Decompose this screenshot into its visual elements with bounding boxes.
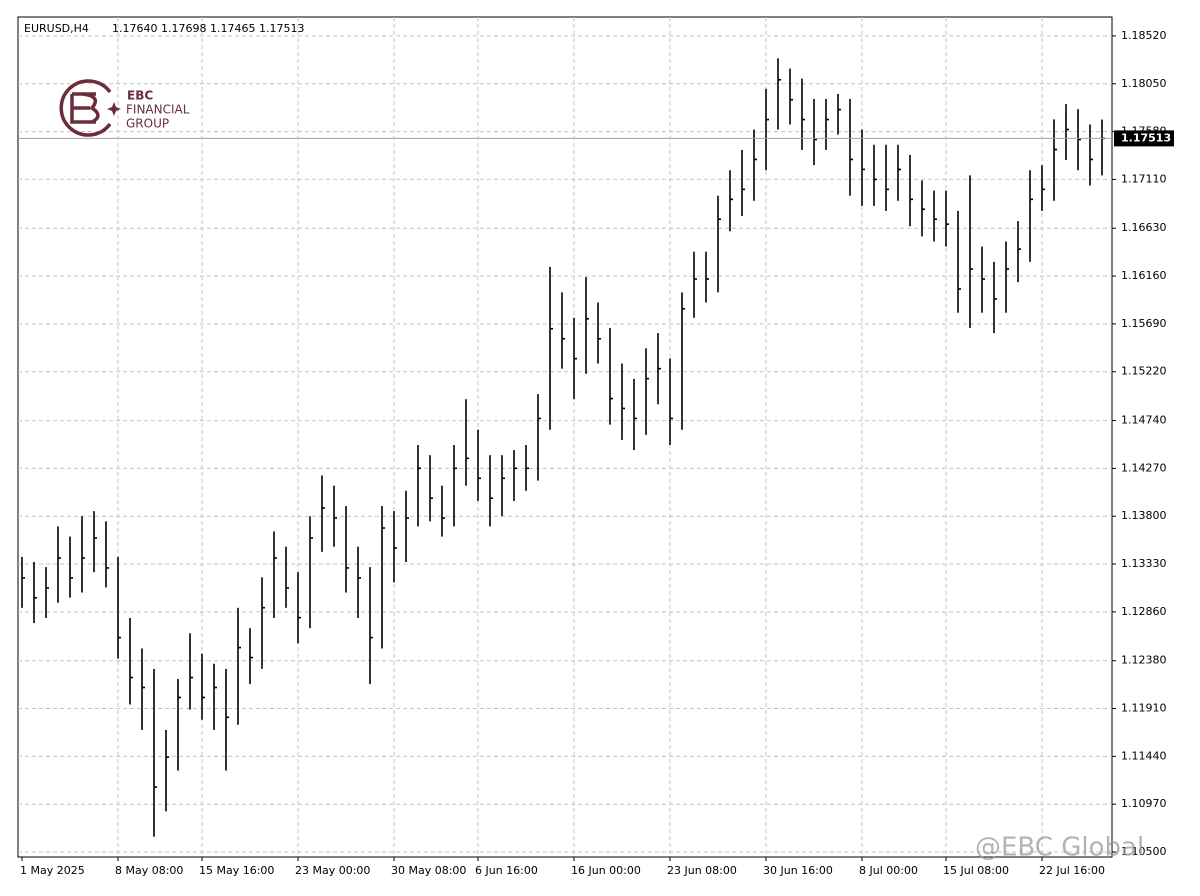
last-price-box bbox=[1114, 130, 1174, 147]
watermark: @EBC Global bbox=[975, 833, 1144, 863]
y-tick-label: 1.12380 bbox=[1121, 654, 1167, 667]
y-tick-label: 1.16160 bbox=[1121, 269, 1167, 282]
y-tick-label: 1.15220 bbox=[1121, 365, 1167, 378]
logo-line: GROUP bbox=[126, 117, 169, 131]
x-tick-label: 8 Jul 00:00 bbox=[859, 864, 918, 877]
y-tick-label: 1.11440 bbox=[1121, 749, 1167, 762]
y-tick-label: 1.10500 bbox=[1121, 845, 1167, 858]
x-tick-label: 23 May 00:00 bbox=[295, 864, 370, 877]
x-tick-label: 1 May 2025 bbox=[20, 864, 85, 877]
x-tick-label: 15 Jul 08:00 bbox=[943, 864, 1009, 877]
logo-line: FINANCIAL bbox=[126, 103, 190, 117]
y-tick-label: 1.16630 bbox=[1121, 221, 1167, 234]
x-tick-label: 8 May 08:00 bbox=[115, 864, 183, 877]
y-tick-label: 1.14270 bbox=[1121, 461, 1167, 474]
y-tick-label: 1.13330 bbox=[1121, 557, 1167, 570]
y-tick-label: 1.15690 bbox=[1121, 317, 1167, 330]
x-tick-label: 23 Jun 08:00 bbox=[667, 864, 737, 877]
y-tick-label: 1.14740 bbox=[1121, 414, 1167, 427]
last-price-label: 1.17513 bbox=[1121, 131, 1171, 144]
plot-frame bbox=[17, 16, 1113, 858]
logo-star bbox=[107, 102, 121, 116]
x-tick-label: 30 May 08:00 bbox=[391, 864, 466, 877]
x-tick-label: 30 Jun 16:00 bbox=[763, 864, 833, 877]
quote: 1.17640 1.17698 1.17465 1.17513 bbox=[112, 22, 304, 35]
y-tick-label: 1.11910 bbox=[1121, 702, 1167, 715]
y-tick-label: 1.18520 bbox=[1121, 29, 1167, 42]
y-tick-label: 1.18050 bbox=[1121, 77, 1167, 90]
y-tick-label: 1.17110 bbox=[1121, 172, 1167, 185]
y-tick-label: 1.10970 bbox=[1121, 797, 1167, 810]
symbol: EURUSD,H4 bbox=[24, 22, 89, 35]
logo-name: EBC bbox=[127, 89, 153, 103]
x-tick-label: 6 Jun 16:00 bbox=[475, 864, 538, 877]
x-tick-label: 22 Jul 16:00 bbox=[1039, 864, 1105, 877]
x-tick-label: 15 May 16:00 bbox=[199, 864, 274, 877]
y-tick-label: 1.12860 bbox=[1121, 605, 1167, 618]
y-tick-label: 1.13800 bbox=[1121, 509, 1167, 522]
x-tick-label: 16 Jun 00:00 bbox=[571, 864, 641, 877]
logo-mark bbox=[59, 79, 112, 137]
